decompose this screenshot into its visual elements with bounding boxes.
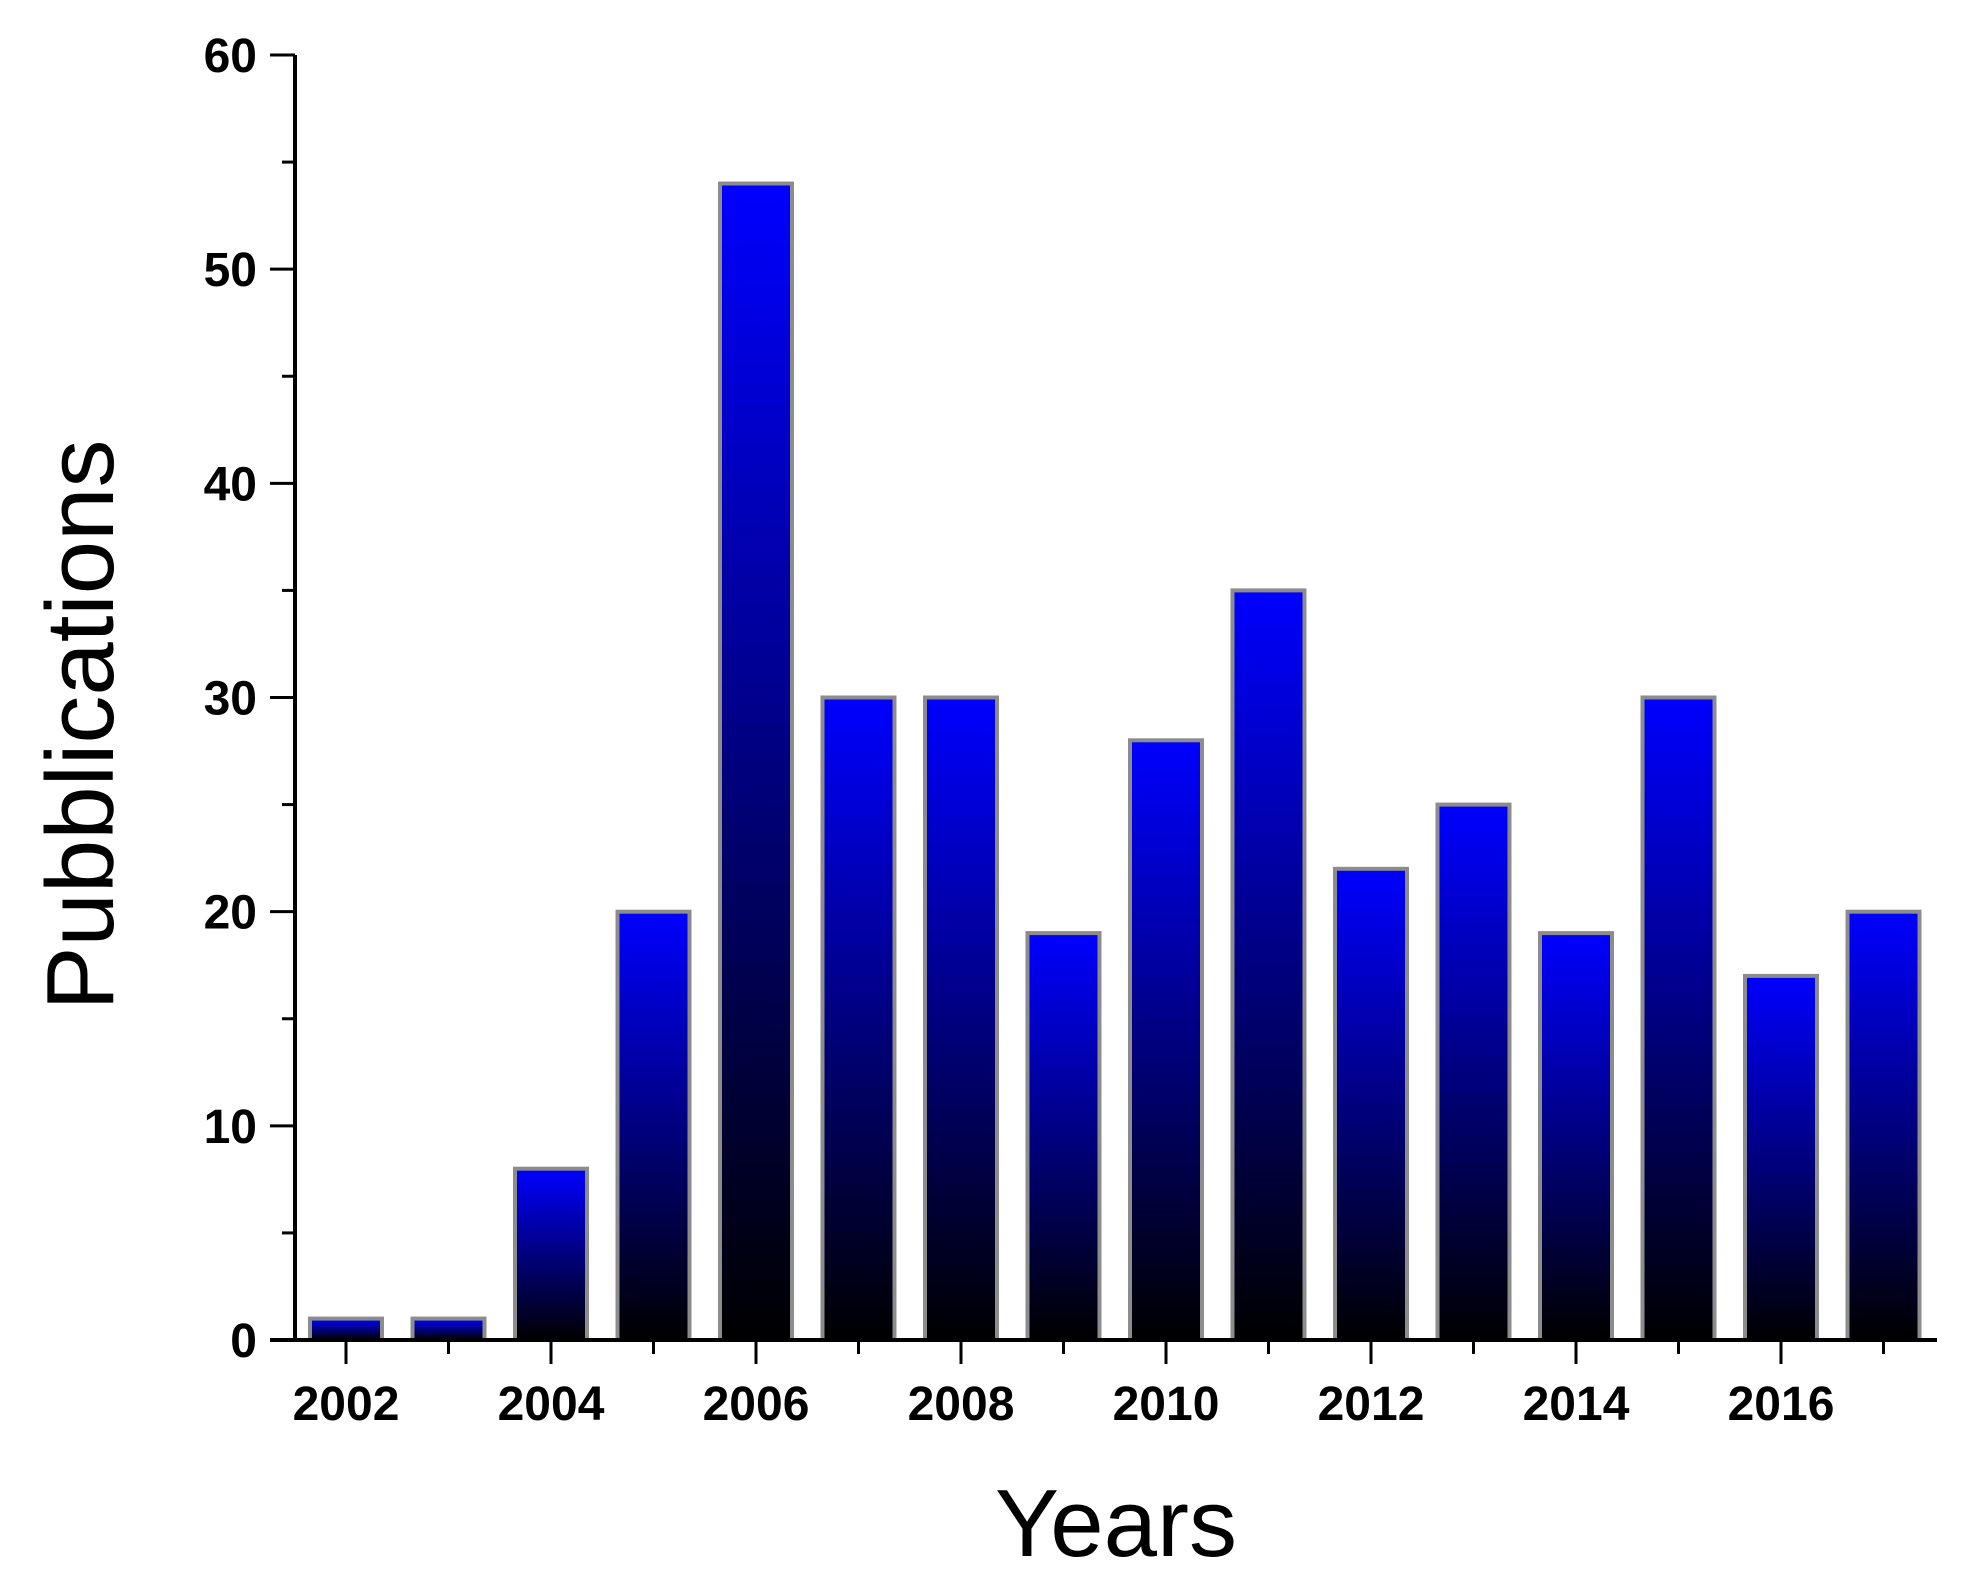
x-tick-label: 2012 bbox=[1318, 1378, 1425, 1431]
bar-2007 bbox=[820, 695, 897, 1342]
bar-2006 bbox=[718, 181, 794, 1342]
y-tick-label: 40 bbox=[204, 458, 257, 511]
bar-2005 bbox=[615, 909, 692, 1342]
x-axis-ticks: 2002 2004 2006 2008 2010 2012 2014 2016 bbox=[293, 1340, 1885, 1431]
bars-group bbox=[308, 181, 1922, 1343]
y-tick-label: 20 bbox=[204, 887, 257, 940]
x-axis-title: Years bbox=[995, 1470, 1237, 1577]
y-tick-label: 50 bbox=[204, 244, 257, 297]
bar-2004 bbox=[513, 1166, 589, 1342]
y-tick-label: 60 bbox=[204, 30, 257, 83]
y-axis-title: Pubblications bbox=[27, 439, 134, 1010]
bar-2015 bbox=[1640, 695, 1717, 1342]
bar-2008 bbox=[923, 695, 999, 1342]
bar-2003 bbox=[410, 1316, 487, 1342]
bar-2017 bbox=[1845, 909, 1922, 1342]
bar-2014 bbox=[1538, 931, 1614, 1342]
y-tick-label: 30 bbox=[204, 673, 257, 726]
bar-2012 bbox=[1333, 866, 1409, 1342]
y-tick-label: 10 bbox=[204, 1101, 257, 1154]
x-tick-label: 2008 bbox=[908, 1378, 1015, 1431]
bar-2016 bbox=[1743, 973, 1819, 1343]
x-tick-label: 2016 bbox=[1728, 1378, 1835, 1431]
x-tick-label: 2014 bbox=[1523, 1378, 1630, 1431]
bar-2011 bbox=[1230, 588, 1307, 1342]
x-tick-label: 2010 bbox=[1113, 1378, 1220, 1431]
y-axis-ticks: 0 10 20 30 40 50 60 bbox=[204, 30, 295, 1368]
x-tick-label: 2004 bbox=[498, 1378, 605, 1431]
bar-2010 bbox=[1128, 738, 1204, 1342]
bar-2002 bbox=[308, 1316, 384, 1342]
x-tick-label: 2002 bbox=[293, 1378, 400, 1431]
y-tick-label: 0 bbox=[230, 1315, 257, 1368]
x-tick-label: 2006 bbox=[703, 1378, 810, 1431]
bar-2009 bbox=[1025, 931, 1102, 1342]
bar-2013 bbox=[1435, 802, 1512, 1342]
